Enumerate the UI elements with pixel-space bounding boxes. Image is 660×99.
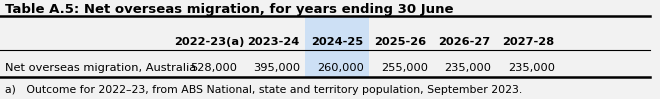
- Text: 2024-25: 2024-25: [311, 37, 363, 47]
- Text: 255,000: 255,000: [381, 63, 428, 73]
- Text: 260,000: 260,000: [317, 63, 364, 73]
- Text: 2026-27: 2026-27: [438, 37, 490, 47]
- Text: 2023-24: 2023-24: [247, 37, 299, 47]
- Text: 395,000: 395,000: [253, 63, 300, 73]
- FancyBboxPatch shape: [305, 16, 369, 77]
- Text: 235,000: 235,000: [508, 63, 555, 73]
- Text: a)   Outcome for 2022–23, from ABS National, state and territory population, Sep: a) Outcome for 2022–23, from ABS Nationa…: [5, 85, 523, 95]
- Text: 235,000: 235,000: [445, 63, 492, 73]
- Text: Table A.5: Net overseas migration, for years ending 30 June: Table A.5: Net overseas migration, for y…: [5, 3, 453, 16]
- Text: 528,000: 528,000: [189, 63, 237, 73]
- Text: 2025-26: 2025-26: [374, 37, 426, 47]
- Text: 2022-23(a): 2022-23(a): [174, 37, 245, 47]
- Text: 2027-28: 2027-28: [502, 37, 554, 47]
- Text: Net overseas migration, Australia: Net overseas migration, Australia: [5, 63, 196, 73]
